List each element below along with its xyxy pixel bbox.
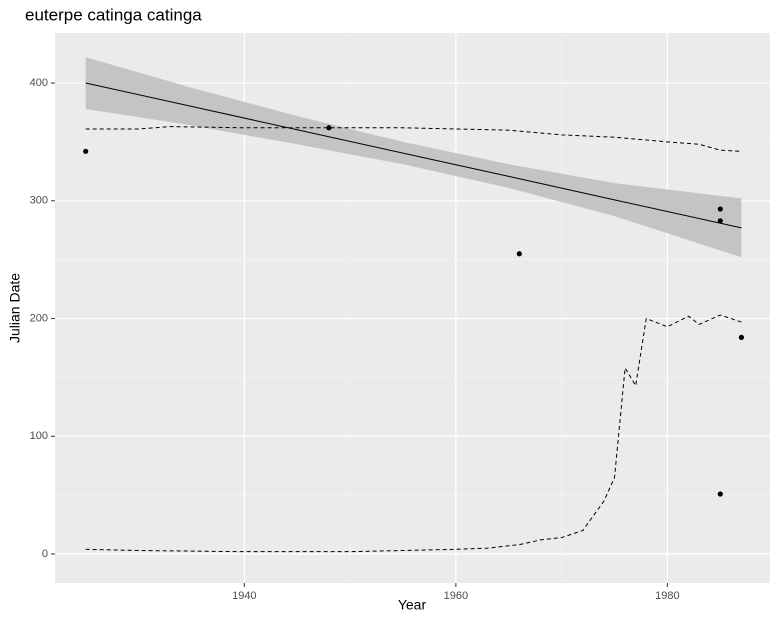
x-tick-label: 1980 xyxy=(655,590,679,602)
y-tick-label: 0 xyxy=(42,548,48,560)
point xyxy=(83,148,89,154)
y-tick-label: 300 xyxy=(30,195,48,207)
point xyxy=(738,334,745,340)
point xyxy=(717,206,723,212)
fit-line xyxy=(85,82,742,229)
y-tick-label: 100 xyxy=(30,430,48,442)
point xyxy=(717,218,723,224)
y-axis-label: Julian Date xyxy=(7,273,23,343)
confidence-band xyxy=(85,57,742,258)
point xyxy=(717,491,723,497)
y-tick-label: 400 xyxy=(30,77,48,89)
x-axis-label: Year xyxy=(398,597,427,613)
dashed-line xyxy=(85,314,742,553)
panel-background xyxy=(55,33,770,583)
point xyxy=(516,251,522,257)
chart-title: euterpe catinga catinga xyxy=(25,5,202,24)
y-tick-label: 200 xyxy=(30,312,48,324)
x-tick-label: 1960 xyxy=(444,590,468,602)
x-tick-label: 1940 xyxy=(232,590,256,602)
point xyxy=(326,125,332,131)
